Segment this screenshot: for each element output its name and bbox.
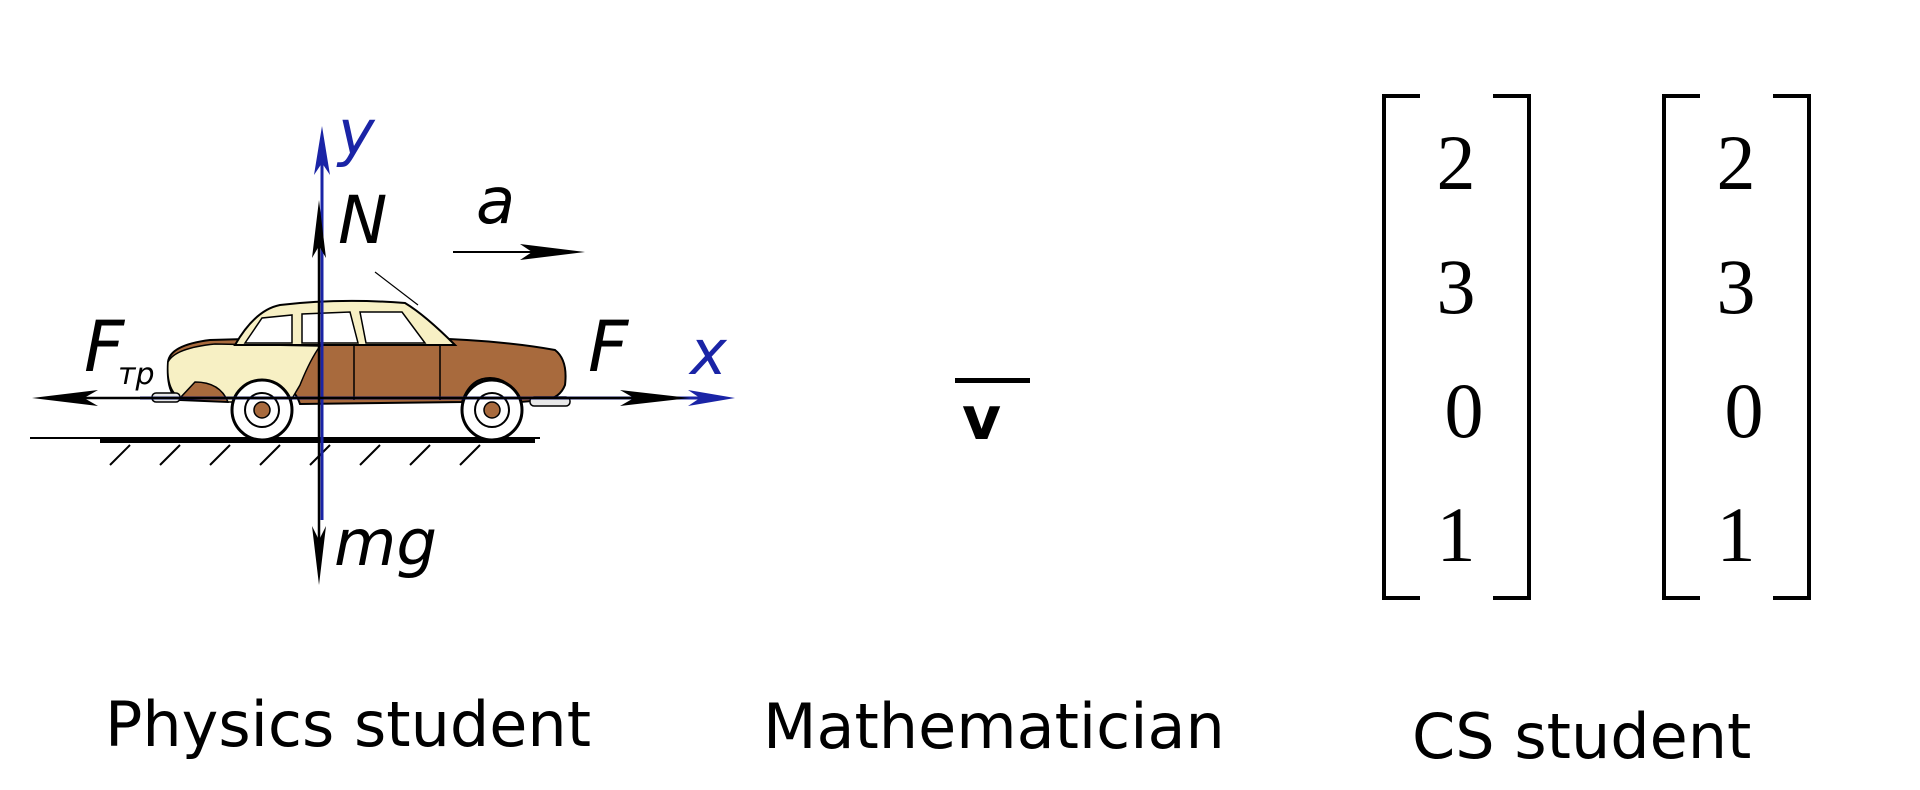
- matrix-left-entry: 0: [1444, 367, 1484, 454]
- acceleration-label: a: [476, 165, 516, 239]
- matrix-left-entry: 1: [1436, 491, 1476, 578]
- matrix-right-entry: 2: [1716, 119, 1756, 206]
- y-axis-arrowhead: [314, 126, 330, 175]
- cs-caption: CS student: [1412, 700, 1752, 773]
- matrix-left-entry: 3: [1436, 243, 1476, 330]
- matrix-left-entry: 2: [1436, 119, 1476, 206]
- vector-overbar: [955, 378, 1030, 383]
- car-force-diagram: [30, 126, 735, 585]
- matrix-right-entry: 0: [1724, 367, 1764, 454]
- friction-force-label: F: [84, 306, 125, 388]
- car-illustration: [151, 271, 571, 442]
- applied-force-label: F: [588, 306, 629, 388]
- x-axis-arrowhead: [688, 390, 735, 406]
- friction-subscript-label: тр: [118, 357, 155, 392]
- math-caption: Mathematician: [763, 690, 1225, 763]
- ground-hatching: [109, 444, 481, 466]
- normal-force-label: N: [338, 182, 388, 259]
- matrix-right-entry: 1: [1716, 491, 1756, 578]
- weight-label: mg: [334, 507, 437, 581]
- y-axis-label: y: [338, 96, 375, 169]
- physics-caption: Physics student: [105, 688, 592, 761]
- vector-symbol: v: [962, 384, 1002, 454]
- x-axis-label: x: [690, 316, 727, 389]
- matrix-right-entry: 3: [1716, 243, 1756, 330]
